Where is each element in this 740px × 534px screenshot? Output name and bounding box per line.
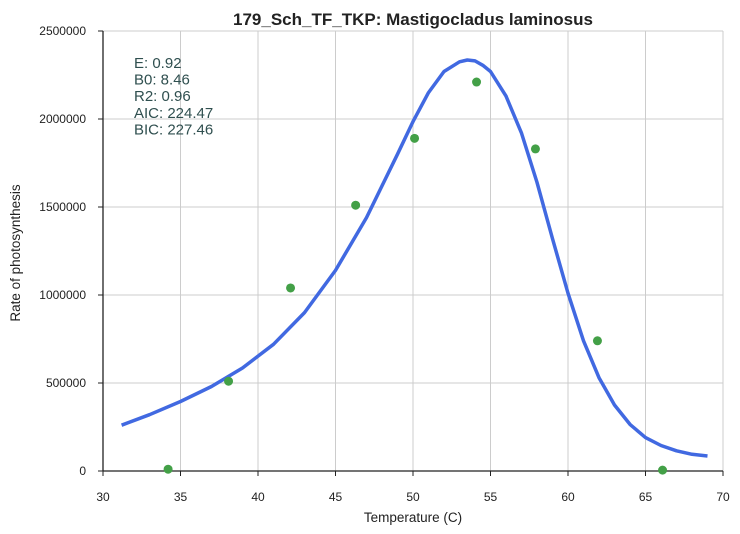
x-tick-label: 45	[329, 490, 343, 504]
grid	[102, 30, 724, 472]
data-point	[472, 77, 482, 87]
data-point	[351, 200, 361, 210]
x-tick-labels: 30 35 40 45 50 55 60 65 70	[96, 490, 730, 504]
chart-title: 179_Sch_TF_TKP: Mastigocladus laminosus	[233, 10, 593, 29]
data-point	[224, 376, 234, 386]
x-tick-label: 30	[96, 490, 110, 504]
y-tick-labels: 0 500000 1000000 1500000 2000000 2500000	[39, 24, 86, 478]
x-tick-label: 35	[174, 490, 188, 504]
x-tick-label: 50	[406, 490, 420, 504]
y-axis-label: Rate of photosynthesis	[8, 184, 23, 322]
y-tick-label: 1000000	[39, 288, 86, 302]
y-tick-label: 2500000	[39, 24, 86, 38]
x-tick-label: 55	[484, 490, 498, 504]
y-tick-label: 2000000	[39, 112, 86, 126]
axes	[98, 30, 724, 476]
data-point	[410, 133, 420, 143]
y-tick-label: 0	[79, 464, 86, 478]
x-tick-label: 60	[561, 490, 575, 504]
y-tick-label: 1500000	[39, 200, 86, 214]
x-tick-label: 70	[716, 490, 730, 504]
fit-curve	[120, 58, 708, 458]
fit-layer	[120, 58, 708, 458]
y-tick-label: 500000	[46, 376, 86, 390]
x-axis-label: Temperature (C)	[364, 510, 462, 525]
stat-line: BIC: 227.46	[134, 121, 213, 138]
stat-line: AIC: 224.47	[134, 105, 213, 122]
stat-line: E: 0.92	[134, 55, 182, 72]
stat-line: B0: 8.46	[134, 72, 190, 89]
x-tick-label: 40	[251, 490, 265, 504]
stat-line: R2: 0.96	[134, 88, 191, 105]
data-point	[286, 283, 296, 293]
points-layer	[163, 77, 668, 475]
data-point	[592, 336, 602, 346]
data-point	[530, 144, 540, 154]
x-tick-label: 65	[639, 490, 653, 504]
data-point	[658, 465, 668, 475]
data-point	[163, 464, 173, 474]
